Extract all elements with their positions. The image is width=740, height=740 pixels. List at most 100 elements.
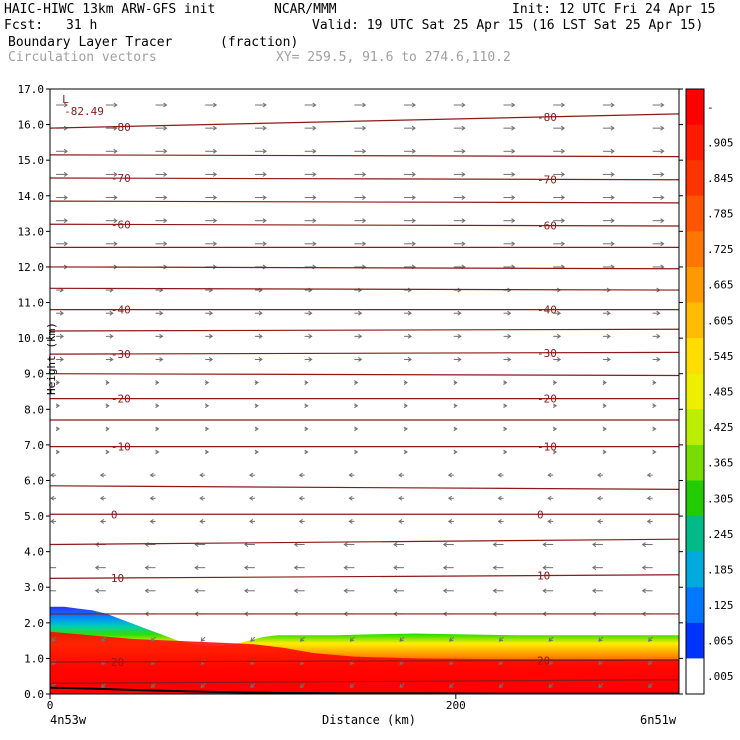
circulation-vector-head xyxy=(101,683,106,688)
circulation-vector-head xyxy=(63,148,68,154)
circulation-vector xyxy=(51,636,57,642)
circulation-vector-head xyxy=(159,357,164,362)
field-unit: (fraction) xyxy=(220,35,299,50)
circulation-vector-head xyxy=(293,565,298,571)
circulation-vector-head xyxy=(249,472,254,478)
circulation-vector-head xyxy=(304,380,309,386)
circulation-vector-head xyxy=(298,518,303,524)
circulation-vector-head xyxy=(312,195,317,200)
colorbar-label: .905 xyxy=(707,136,734,149)
circulation-vector-head xyxy=(552,449,558,455)
circulation-vector-head xyxy=(647,660,653,665)
circulation-vector-head xyxy=(50,495,55,501)
temperature-contour xyxy=(50,485,679,490)
circulation-vector-head xyxy=(343,588,348,594)
circulation-vector-head xyxy=(163,171,168,177)
circulation-vector-head xyxy=(155,403,160,409)
circulation-vector-head xyxy=(94,565,100,571)
circulation-vector-head xyxy=(652,380,657,386)
colorbar-swatch xyxy=(686,551,704,588)
y-tick-label: 11.0 xyxy=(18,297,45,310)
circulation-vector-head xyxy=(556,310,562,316)
circulation-vector-head xyxy=(507,357,512,362)
circulation-vector-head xyxy=(293,588,298,594)
circulation-vector-head xyxy=(362,171,367,177)
circulation-vector-head xyxy=(652,403,657,409)
circulation-vector-head xyxy=(511,218,516,224)
temperature-contour xyxy=(50,287,679,291)
circulation-vector-head xyxy=(51,637,56,642)
circulation-vector-head xyxy=(498,660,504,665)
temperature-contour xyxy=(50,328,679,332)
contour-label: -60 xyxy=(111,218,131,231)
circulation-vector-head xyxy=(457,357,462,362)
circulation-vector-head xyxy=(312,125,317,131)
circulation-vector-head xyxy=(507,310,512,316)
x-tick-label: 200 xyxy=(446,699,466,712)
circulation-vector-head xyxy=(560,125,566,131)
circulation-vector-head xyxy=(362,195,367,200)
circulation-vector-head xyxy=(105,426,110,432)
circulation-vector-head xyxy=(498,683,504,688)
circulation-vector-head xyxy=(59,310,64,316)
circulation-vector-head xyxy=(449,683,454,688)
circulation-vector-head xyxy=(55,426,60,432)
contour-label: -70 xyxy=(111,172,131,185)
x-tick-label: 0 xyxy=(47,699,54,712)
circulation-vector-head xyxy=(163,125,168,131)
circulation-vector-head xyxy=(447,472,453,478)
colorbar-label: .065 xyxy=(707,635,734,648)
circulation-vector-head xyxy=(212,195,218,200)
circulation-vector-head xyxy=(99,495,105,501)
circulation-vector-head xyxy=(411,125,416,131)
circulation-vector-head xyxy=(542,588,547,594)
circulation-vector-head xyxy=(262,102,267,108)
circulation-vector-head xyxy=(453,380,458,386)
circulation-vector-head xyxy=(610,125,615,131)
valid-time: Valid: 19 UTC Sat 25 Apr 15 (16 LST Sat … xyxy=(312,18,704,33)
circulation-vector-head xyxy=(461,148,466,154)
circulation-vector-head xyxy=(99,518,105,524)
circulation-vector xyxy=(200,636,206,642)
circulation-vector-head xyxy=(343,542,348,547)
colorbar-swatch xyxy=(686,266,704,304)
y-tick-label: 15.0 xyxy=(18,154,45,167)
circulation-vector-head xyxy=(461,171,466,177)
circulation-vector-head xyxy=(492,542,497,547)
circulation-vector-head xyxy=(113,195,118,200)
circulation-vector-head xyxy=(660,102,665,108)
circulation-vector-head xyxy=(461,102,466,108)
temperature-contour xyxy=(50,679,679,684)
circulation-vector-head xyxy=(155,380,160,386)
colorbar-swatch xyxy=(686,444,704,481)
circulation-vector-head xyxy=(358,357,363,362)
circulation-vector-head xyxy=(46,589,49,593)
circulation-vector xyxy=(300,636,305,642)
circulation-vector-head xyxy=(660,148,665,154)
circulation-vector-head xyxy=(610,218,615,224)
colorbar-swatch xyxy=(686,480,704,517)
circulation-vector-head xyxy=(105,380,110,386)
y-tick-label: 16.0 xyxy=(18,119,45,132)
temperature-contour xyxy=(50,574,679,579)
circulation-vector-head xyxy=(411,102,416,108)
circulation-vector xyxy=(548,682,554,688)
colorbar-swatch xyxy=(686,231,704,268)
circulation-vector-head xyxy=(298,472,303,478)
circulation-vector-head xyxy=(403,426,408,432)
circulation-vector-head xyxy=(646,495,651,501)
circulation-vector-head xyxy=(602,426,607,432)
circulation-vector-head xyxy=(300,637,305,642)
circulation-vector xyxy=(151,636,156,642)
circulation-vector-head xyxy=(457,333,462,339)
circulation-vector-head xyxy=(55,403,60,409)
colorbar-label: .485 xyxy=(707,386,734,399)
contour-label: 0 xyxy=(537,508,544,521)
minimum-symbol: L xyxy=(62,93,69,106)
circulation-vector-head xyxy=(312,218,317,224)
circulation-vector-head xyxy=(208,310,214,316)
circulation-vector-head xyxy=(113,218,118,224)
circulation-vector-head xyxy=(155,426,160,432)
circulation-vector-head xyxy=(300,683,305,688)
circulation-vector-head xyxy=(560,102,566,108)
